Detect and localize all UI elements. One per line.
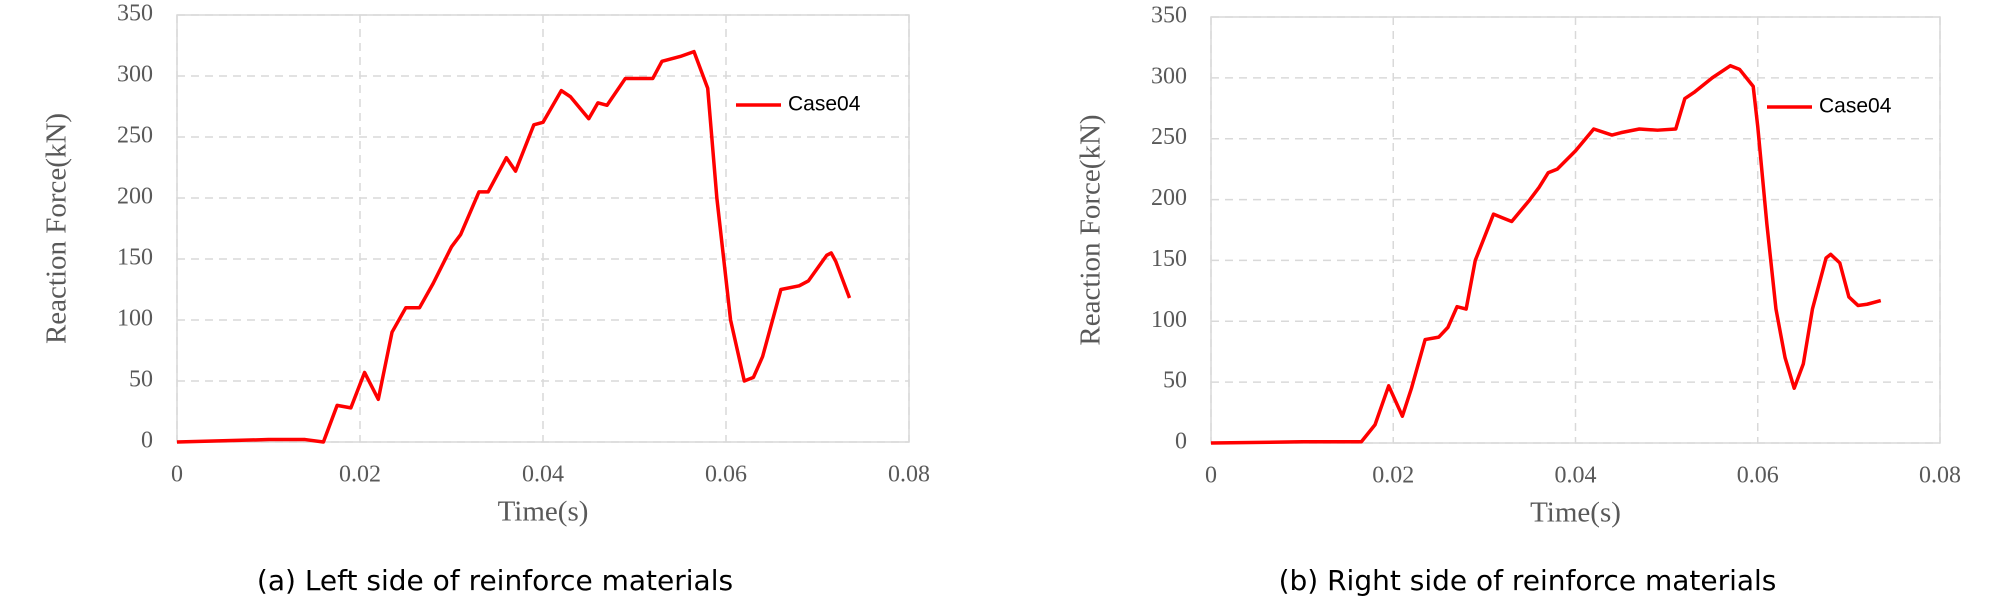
x-tick-label: 0.06: [1737, 463, 1779, 489]
x-axis-title: Time(s): [1530, 497, 1621, 529]
y-tick-label: 200: [117, 184, 153, 210]
data-line: [1210, 63, 1882, 445]
x-tick-label: 0.02: [1372, 463, 1414, 489]
y-tick-label: 150: [117, 245, 153, 271]
y-tick-label: 150: [1151, 246, 1187, 272]
y-tick-label: 300: [117, 62, 153, 88]
x-axis-title: Time(s): [498, 496, 589, 528]
chart: 0 50 100 150 200 250 300 350 0 0.02 0.04 0.06 0.08 Ti…: [41, 1, 930, 598]
data-line: [176, 49, 852, 444]
x-tick-label: 0.04: [522, 462, 564, 488]
y-tick-label: 100: [1151, 307, 1187, 333]
y-tick-label: 0: [1175, 429, 1187, 455]
chart: 0 50 100 150 200 250 300 350 0 0.02 0.04 0.06 0.08 Ti…: [1075, 3, 1961, 598]
x-tick-label: 0.08: [1919, 463, 1961, 489]
x-tick-label: 0: [1205, 463, 1217, 489]
y-axis-title: Reaction Force(kN): [41, 113, 73, 344]
x-tick-label: 0.04: [1555, 463, 1597, 489]
legend-label: Case04: [788, 93, 861, 116]
y-tick-label: 200: [1151, 185, 1187, 211]
y-tick-label: 50: [1163, 368, 1187, 394]
y-tick-label: 250: [117, 123, 153, 149]
x-tick-label: 0.08: [888, 462, 930, 488]
x-tick-label: 0.06: [705, 462, 747, 488]
y-tick-label: 250: [1151, 124, 1187, 150]
y-tick-label: 300: [1151, 63, 1187, 89]
caption: (a) Left side of reinforce materials: [257, 564, 733, 597]
y-tick-label: 350: [117, 1, 153, 27]
y-tick-label: 350: [1151, 3, 1187, 29]
x-tick-label: 0.02: [339, 462, 381, 488]
y-tick-label: 0: [141, 428, 153, 454]
y-tick-label: 100: [117, 306, 153, 332]
y-axis-title: Reaction Force(kN): [1075, 114, 1107, 345]
caption: (b) Right side of reinforce materials: [1279, 564, 1777, 597]
y-tick-label: 50: [129, 367, 153, 393]
x-tick-label: 0: [171, 462, 183, 488]
legend-label: Case04: [1819, 95, 1892, 118]
